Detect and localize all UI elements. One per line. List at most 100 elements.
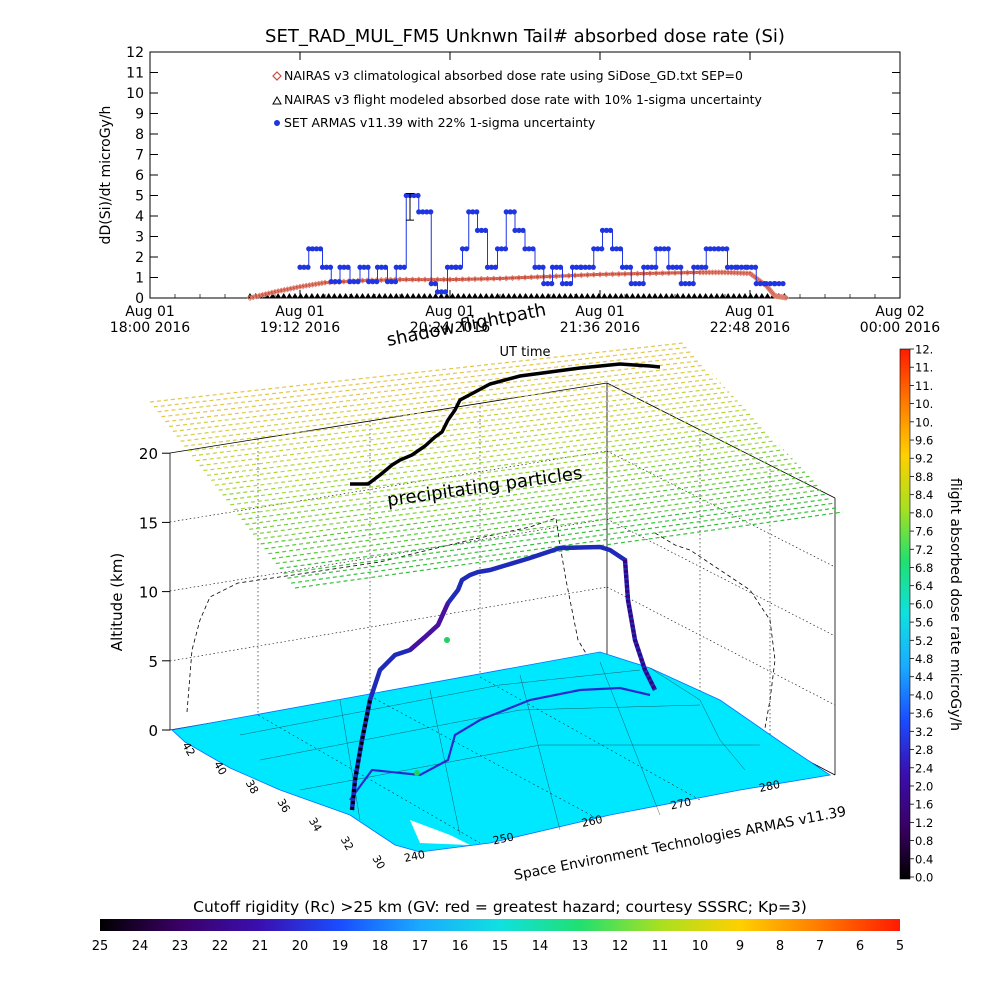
flight-modeled-point <box>455 293 462 298</box>
particle-sheet-line <box>176 373 713 437</box>
dose-tick-label: 4.4 <box>915 670 933 684</box>
legend-marker-flight-modeled <box>272 95 282 105</box>
climatological-point <box>671 269 679 276</box>
y-axis-label: dD(Si)/dt microGy/h <box>98 106 114 245</box>
flight-modeled-point <box>652 293 658 298</box>
dose-tick-label: 9.6 <box>915 434 933 448</box>
particle-sheet-line <box>291 507 839 584</box>
armas-point <box>763 281 769 287</box>
armas-point <box>590 264 596 270</box>
chart-title: SET_RAD_MUL_FM5 Unknwn Tail# absorbed do… <box>265 26 785 47</box>
flight-modeled-point <box>691 293 698 298</box>
rigidity-tick-label: 8 <box>776 939 784 954</box>
armas-point <box>599 227 606 233</box>
particle-sheet-line <box>169 364 705 428</box>
gridline <box>169 586 608 662</box>
flight-modeled-point <box>668 293 675 298</box>
latitude-ticks: 42 40 38 36 34 32 30 <box>179 740 387 872</box>
armas-point <box>411 192 417 199</box>
armas-point <box>332 279 338 285</box>
flight-modeled-point <box>607 293 613 298</box>
z-tick-label: 0 <box>148 722 158 740</box>
armas-point <box>522 246 528 252</box>
particle-sheet-line <box>233 440 776 511</box>
flight-modeled-point <box>488 293 495 298</box>
dose-tick-label: 9.2 <box>915 452 933 466</box>
climatological-point <box>281 286 288 293</box>
flight-modeled-point <box>584 293 591 298</box>
armas-point <box>415 192 421 199</box>
legend-label-climatological: NAIRAS v3 climatological absorbed dose r… <box>284 68 743 83</box>
armas-point <box>686 281 692 287</box>
rigidity-tick-label: 14 <box>532 939 549 954</box>
armas-point <box>453 264 459 270</box>
flight-modeled-point <box>443 293 450 298</box>
climatological-point <box>546 273 554 280</box>
climatological-point <box>262 291 269 298</box>
armas-point <box>526 246 532 252</box>
floor-gridline <box>369 695 601 821</box>
armas-point <box>716 246 722 252</box>
armas-point <box>653 246 659 252</box>
armas-point <box>657 246 663 252</box>
dose-tick-label: 6.4 <box>915 579 933 593</box>
latitude-tick-label: 40 <box>211 759 229 778</box>
particle-sheet-line <box>195 395 734 462</box>
armas-point <box>507 209 513 215</box>
flight-modeled-point <box>314 293 321 298</box>
dose-tick-label: 5.6 <box>915 616 933 630</box>
x-tick-label-time: 22:48 2016 <box>710 320 791 336</box>
flight-modeled-point <box>736 293 743 298</box>
flight-modeled-point <box>674 293 681 298</box>
latitude-tick-label: 42 <box>179 740 197 759</box>
armas-point <box>337 264 343 270</box>
particle-sheet-line <box>184 382 721 447</box>
rigidity-tick-label: 17 <box>412 939 429 954</box>
rigidity-tick-label: 6 <box>856 939 864 954</box>
particle-sheet-line <box>188 386 726 452</box>
climatological-point <box>553 273 560 280</box>
particle-sheet-line <box>268 480 814 555</box>
flight-modeled-point <box>325 293 332 298</box>
armas-point <box>645 264 651 270</box>
armas-point <box>613 246 620 252</box>
armas-point <box>720 246 726 252</box>
armas-point <box>695 264 701 270</box>
flight-path-3d-segment <box>623 559 657 691</box>
armas-point <box>297 264 303 270</box>
flight-modeled-point <box>680 293 687 298</box>
armas-point <box>559 281 566 287</box>
armas-point <box>444 264 451 270</box>
climatological-point <box>565 272 572 279</box>
flight-modeled-point <box>269 293 276 298</box>
flight-modeled-point <box>286 293 293 298</box>
armas-point <box>690 281 696 287</box>
flight-modeled-point <box>275 293 282 298</box>
flight-modeled-point <box>466 293 473 298</box>
armas-point <box>336 279 342 285</box>
armas-point <box>752 264 759 270</box>
z-tick-label: 15 <box>139 514 158 532</box>
dose-tick-label: 2.0 <box>915 779 933 793</box>
climatological-point <box>415 276 422 283</box>
climatological-point <box>315 280 322 287</box>
flight-modeled-point <box>545 293 552 298</box>
climatological-point <box>584 271 591 279</box>
dose-tick-label: 6.8 <box>915 561 933 575</box>
flight-modeled-point <box>601 293 608 298</box>
armas-point <box>623 264 630 270</box>
climatological-point <box>603 271 610 278</box>
climatological-point <box>378 276 385 284</box>
particle-sheet-line <box>214 418 755 486</box>
armas-point <box>567 281 574 287</box>
armas-point <box>474 209 480 215</box>
climatological-point <box>478 275 485 282</box>
flight-modeled-point <box>404 293 411 298</box>
particle-sheet-line <box>157 351 692 413</box>
armas-point <box>541 281 547 287</box>
armas-point <box>327 264 334 270</box>
armas-point <box>470 209 476 215</box>
armas-point <box>653 264 659 270</box>
armas-point <box>351 279 357 285</box>
